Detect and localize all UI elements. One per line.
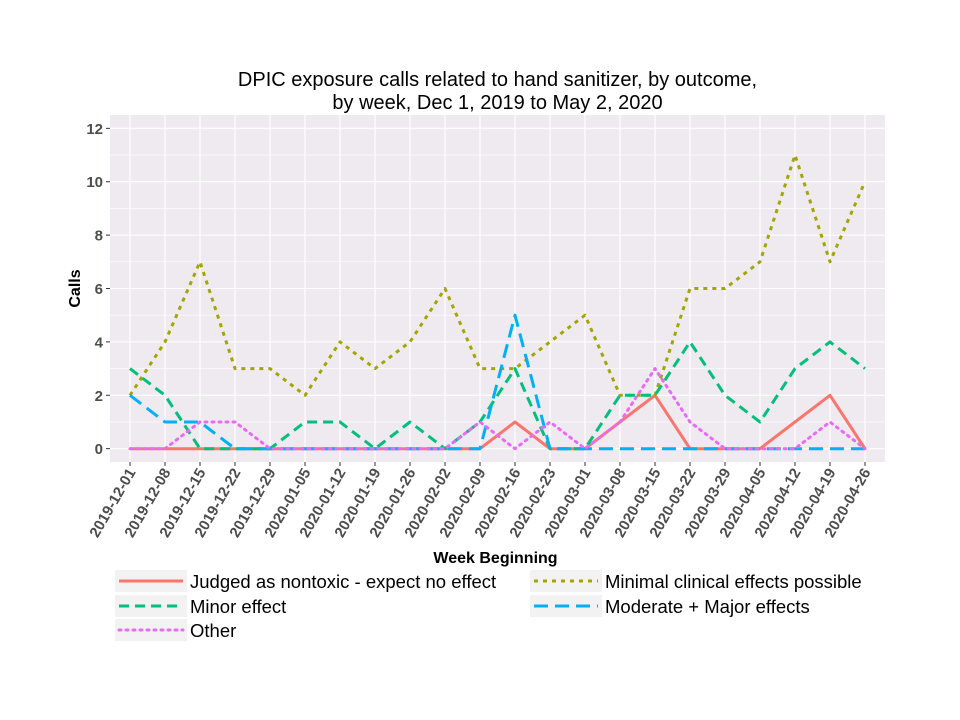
legend-item: Moderate + Major effects [530, 595, 810, 617]
legend-item: Minor effect [115, 595, 286, 617]
legend-label: Moderate + Major effects [605, 596, 810, 617]
y-tick-label: 4 [95, 334, 104, 351]
legend-label: Minimal clinical effects possible [605, 571, 862, 592]
legend-item: Judged as nontoxic - expect no effect [115, 570, 496, 592]
chart-title: DPIC exposure calls related to hand sani… [238, 69, 757, 114]
y-tick-label: 2 [95, 388, 103, 405]
grid-lines [110, 115, 885, 462]
y-axis-title: Calls [67, 269, 84, 307]
y-tick-label: 10 [86, 174, 103, 191]
legend-label: Judged as nontoxic - expect no effect [190, 571, 496, 592]
chart-title-line: by week, Dec 1, 2019 to May 2, 2020 [332, 92, 662, 114]
series-lines [128, 153, 867, 451]
legend: Judged as nontoxic - expect no effect Min… [115, 570, 862, 641]
y-tick-label: 0 [95, 441, 103, 458]
y-tick-label: 8 [95, 228, 103, 245]
x-axis-title: Week Beginning [433, 550, 557, 567]
x-axis: 2019-12-012019-12-082019-12-152019-12-22… [86, 462, 874, 540]
series-line-4 [128, 367, 867, 451]
series-line-1 [128, 153, 867, 397]
y-tick-label: 6 [95, 281, 103, 298]
legend-label: Other [190, 620, 236, 641]
y-tick-label: 12 [86, 121, 103, 138]
chart-title-line: DPIC exposure calls related to hand sani… [238, 69, 757, 91]
y-axis: 0 2 4 6 8 10 12 [86, 121, 110, 458]
legend-key-bg [115, 619, 187, 641]
legend-key-bg [530, 570, 602, 592]
legend-item: Other [115, 619, 236, 641]
series-line-2 [129, 340, 866, 451]
legend-item: Minimal clinical effects possible [530, 570, 862, 592]
legend-label: Minor effect [190, 596, 286, 617]
